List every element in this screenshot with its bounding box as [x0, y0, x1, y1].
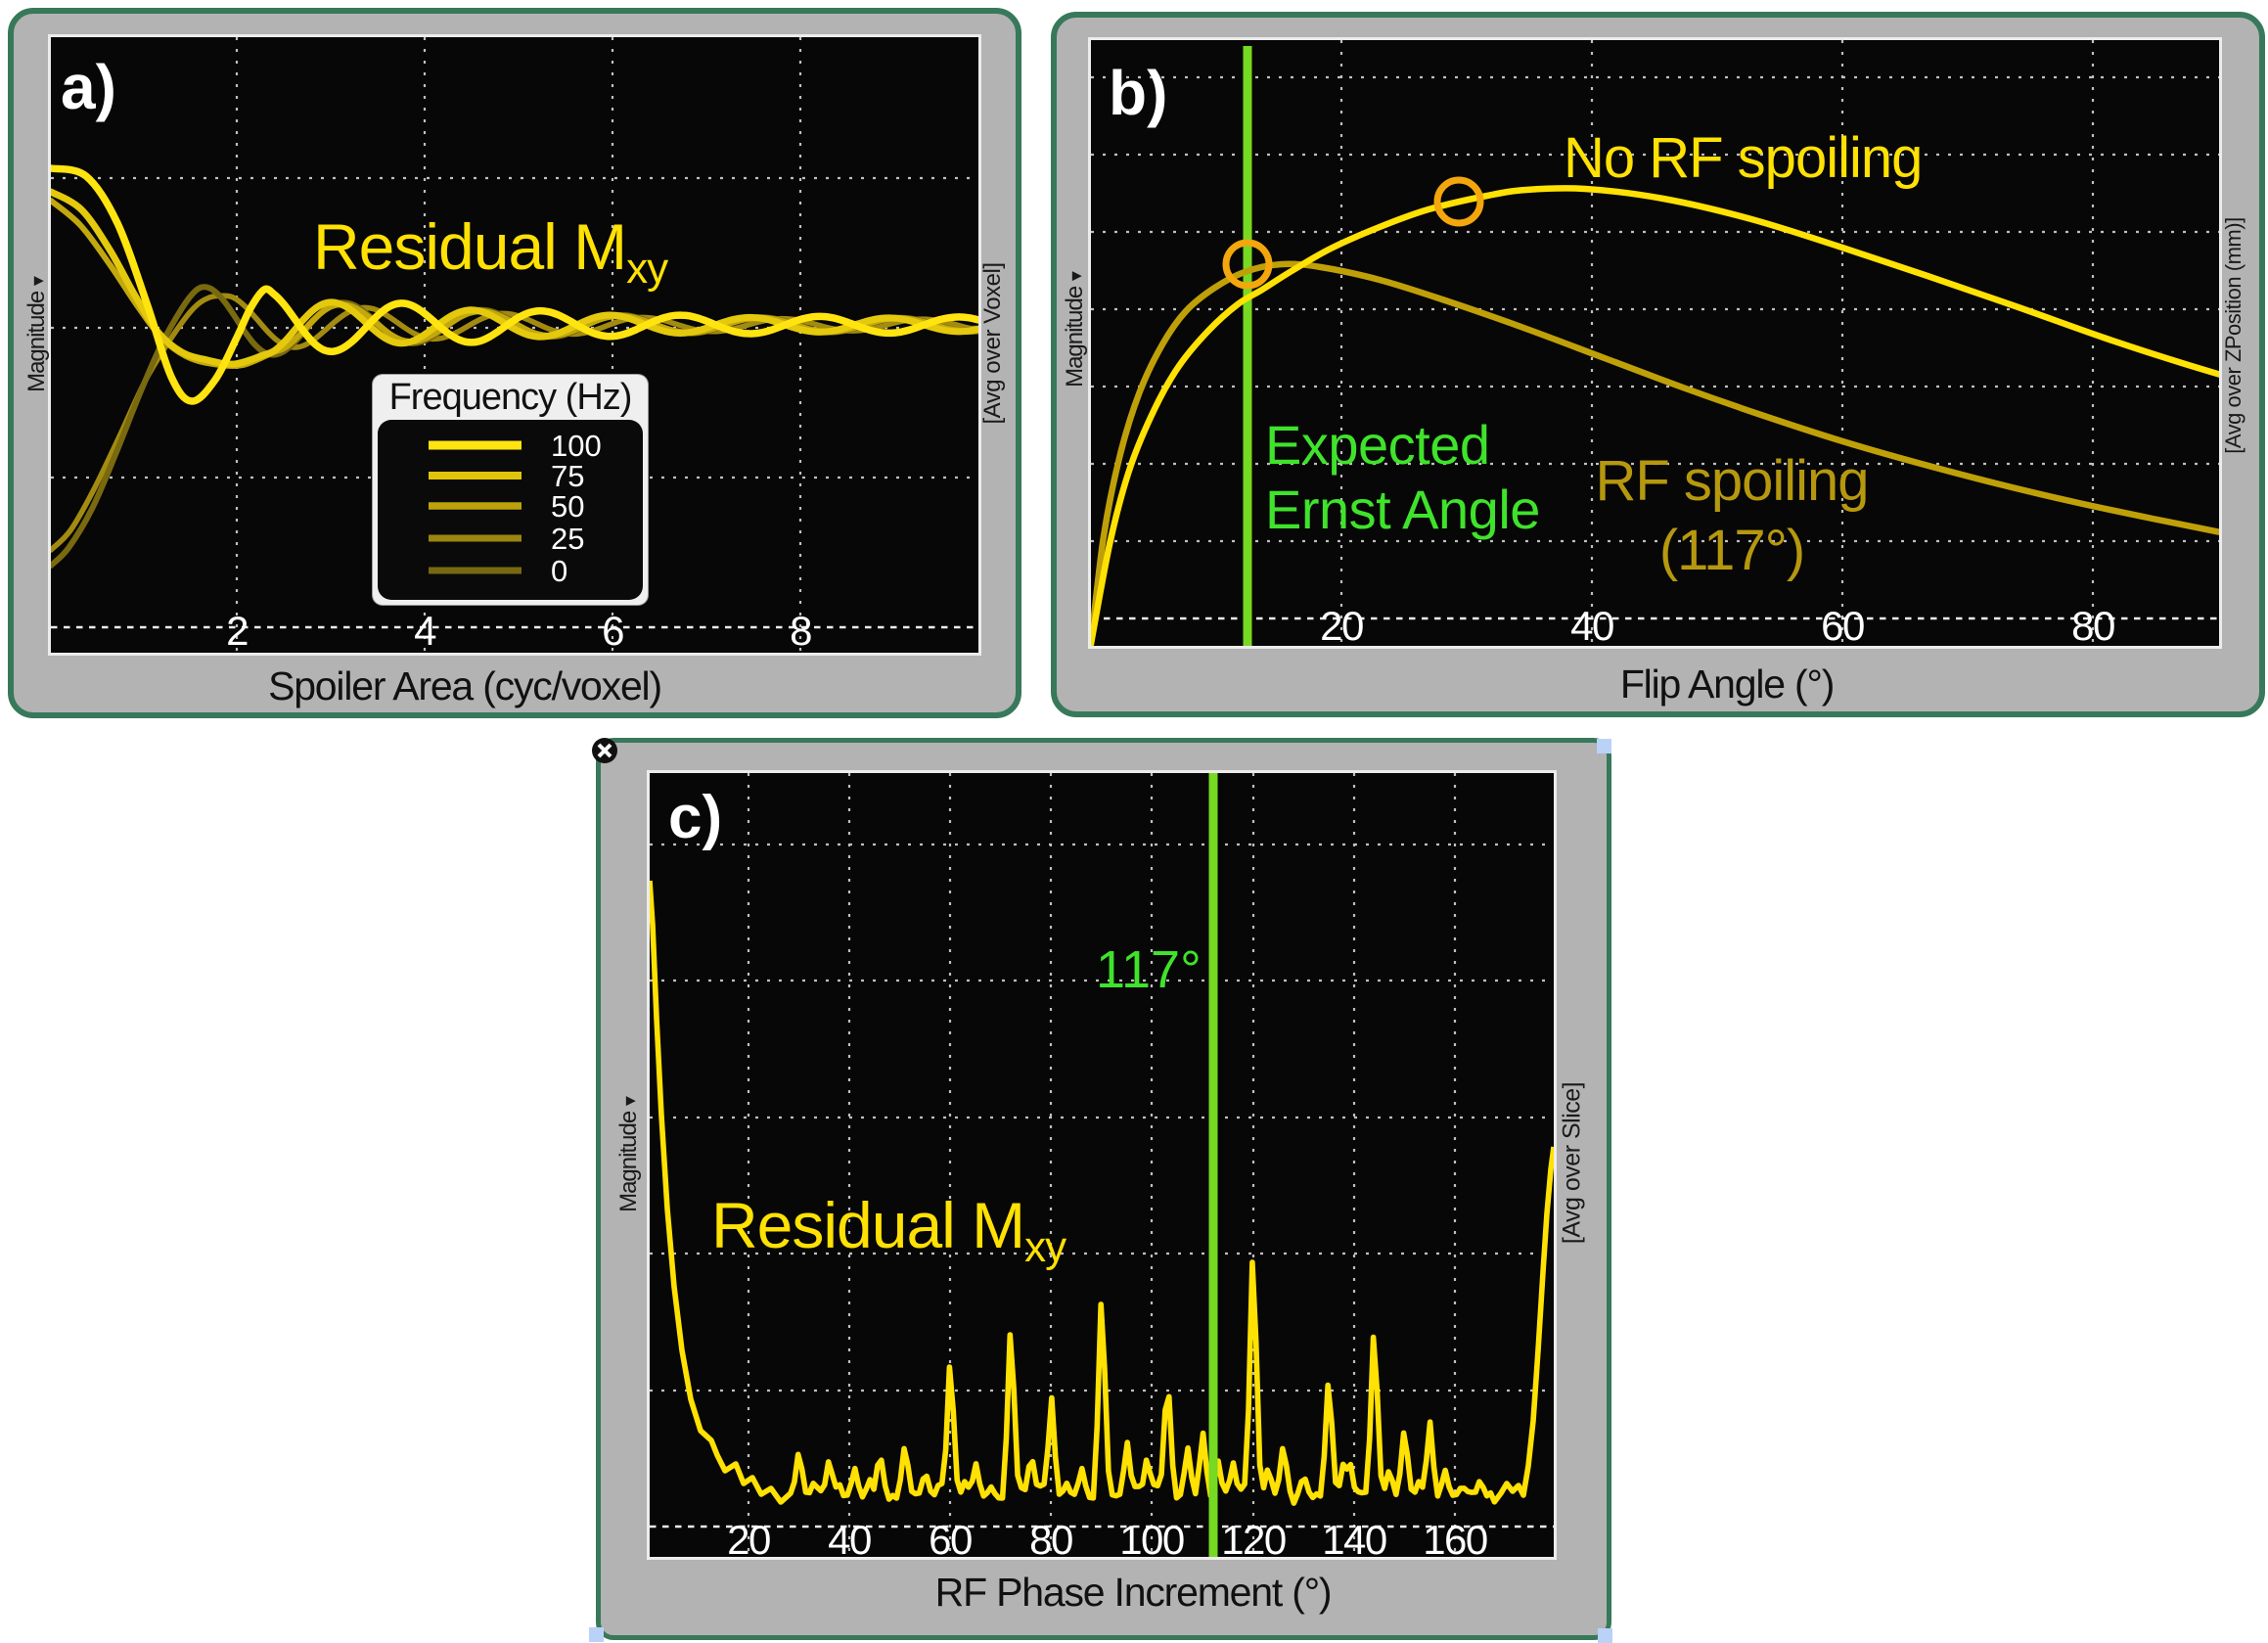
svg-text:20: 20: [727, 1517, 770, 1557]
svg-text:100: 100: [551, 429, 602, 463]
svg-text:4: 4: [414, 608, 436, 653]
svg-text:40: 40: [828, 1517, 871, 1557]
svg-text:60: 60: [929, 1517, 972, 1557]
svg-text:40: 40: [1570, 603, 1613, 646]
svg-text:25: 25: [551, 522, 584, 556]
svg-text:60: 60: [1821, 603, 1864, 646]
svg-text:8: 8: [790, 608, 811, 653]
svg-text:160: 160: [1423, 1517, 1487, 1557]
svg-text:50: 50: [551, 489, 584, 524]
svg-text:2: 2: [226, 608, 248, 653]
svg-text:0: 0: [551, 554, 567, 588]
svg-text:140: 140: [1322, 1517, 1386, 1557]
svg-text:120: 120: [1221, 1517, 1286, 1557]
svg-text:80: 80: [2071, 603, 2114, 646]
svg-text:75: 75: [551, 459, 584, 493]
svg-text:20: 20: [1320, 603, 1363, 646]
svg-text:80: 80: [1029, 1517, 1072, 1557]
svg-text:100: 100: [1119, 1517, 1184, 1557]
svg-text:6: 6: [602, 608, 623, 653]
